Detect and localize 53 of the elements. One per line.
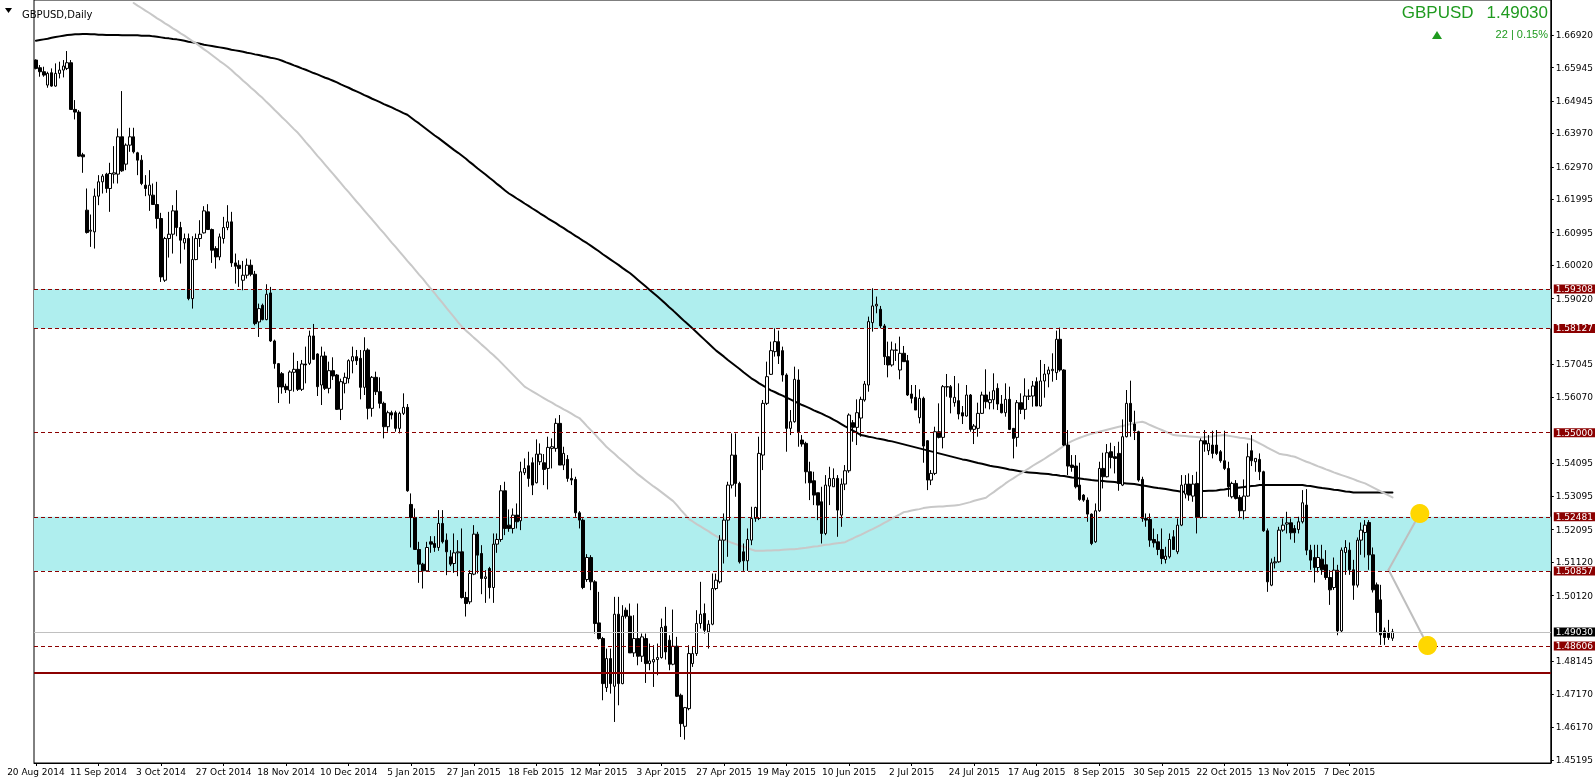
x-tick-label: 24 Jul 2015: [948, 766, 1000, 777]
y-tick-label: 1.46170: [1555, 722, 1594, 733]
annotation: GBPUSD: [1401, 3, 1474, 22]
ref-line-label: 1.52481: [1555, 511, 1593, 522]
y-tick-label: 1.52095: [1555, 524, 1593, 535]
x-tick-label: 3 Oct 2014: [136, 766, 187, 777]
y-tick-label: 1.60020: [1555, 260, 1594, 271]
x-tick-label: 19 May 2015: [757, 766, 816, 777]
y-tick-label: 1.63970: [1555, 128, 1594, 139]
annotation: 1.49030: [1486, 3, 1548, 22]
ref-line-label: 1.48606: [1555, 641, 1594, 652]
y-tick-label: 1.57045: [1555, 359, 1593, 370]
x-tick-label: 3 Apr 2015: [636, 766, 687, 777]
x-tick-label: 27 Apr 2015: [696, 766, 752, 777]
y-tick-label: 1.66920: [1555, 30, 1594, 41]
ref-line-label: 1.59308: [1555, 283, 1594, 294]
y-tick-label: 1.51120: [1555, 557, 1594, 568]
y-tick-label: 1.62970: [1555, 161, 1594, 172]
x-tick-label: 2 Jul 2015: [889, 766, 935, 777]
x-tick-label: 8 Sep 2015: [1073, 766, 1125, 777]
x-tick-label: 11 Sep 2014: [69, 766, 128, 777]
y-tick-label: 1.56070: [1555, 392, 1594, 403]
ref-line-label: 1.50857: [1555, 565, 1593, 576]
x-tick-label: 20 Aug 2014: [7, 766, 66, 777]
y-tick-label: 1.59020: [1555, 293, 1594, 304]
ref-line-label: 1.55000: [1555, 427, 1594, 438]
y-tick-label: 1.47170: [1555, 688, 1594, 699]
ref-line-label: 1.58127: [1555, 323, 1593, 334]
y-tick-label: 1.45195: [1555, 754, 1593, 765]
x-tick-label: 12 Mar 2015: [570, 766, 628, 777]
x-tick-label: 18 Feb 2015: [508, 766, 565, 777]
x-tick-label: 10 Dec 2014: [319, 766, 378, 777]
x-tick-label: 30 Sep 2015: [1133, 766, 1191, 777]
y-tick-label: 1.60995: [1555, 227, 1593, 238]
annotation: 22 | 0.15%: [1495, 28, 1548, 40]
y-tick-label: 1.54095: [1555, 457, 1593, 468]
x-tick-label: 13 Nov 2015: [1258, 766, 1316, 777]
y-tick-label: 1.50120: [1555, 590, 1594, 601]
x-tick-label: 27 Oct 2014: [195, 766, 252, 777]
x-tick-label: 18 Nov 2014: [257, 766, 316, 777]
y-tick-label: 1.48145: [1555, 656, 1593, 667]
x-tick-label: 7 Dec 2015: [1323, 766, 1376, 777]
x-tick-label: 27 Jan 2015: [446, 766, 501, 777]
y-tick-label: 1.53095: [1555, 491, 1593, 502]
x-tick-label: 22 Oct 2015: [1196, 766, 1253, 777]
x-tick-label: 10 Jun 2015: [822, 766, 877, 777]
text: GBPUSD,Daily: [22, 8, 93, 20]
ref-line-label: 1.49030: [1555, 626, 1594, 637]
x-tick-label: 17 Aug 2015: [1007, 766, 1066, 777]
x-tick-label: 5 Jan 2015: [387, 766, 436, 777]
y-tick-label: 1.64945: [1555, 95, 1593, 106]
y-tick-label: 1.61995: [1555, 194, 1593, 205]
y-tick-label: 1.65945: [1555, 62, 1593, 73]
